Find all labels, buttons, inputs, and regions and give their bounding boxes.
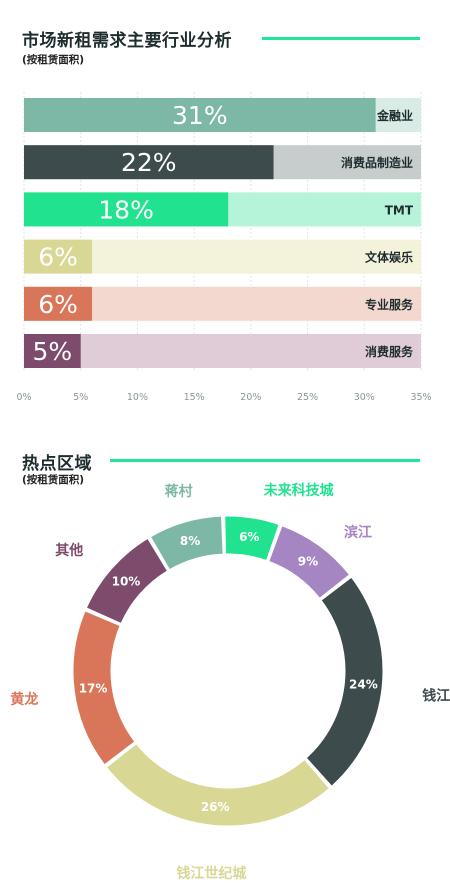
donut-slice [224,515,280,562]
donut-slice [72,610,136,766]
donut-category-label: 黄龙 [10,691,38,708]
donut-category-label: 未来科技城 [264,482,334,499]
bar-category-label: 消费品制造业 [341,155,413,170]
bar-track [24,334,421,368]
bar-category-label: 金融业 [376,108,413,123]
bar-value-label: 31% [172,101,228,130]
x-tick-label: 20% [240,392,261,403]
bar-category-label: 消费服务 [365,344,414,359]
x-tick-label: 10% [127,392,148,403]
donut-chart-title-rule [110,459,420,462]
donut-category-label: 其他 [55,542,83,559]
x-tick-label: 30% [354,392,375,403]
bar-category-label: 文体娱乐 [365,250,413,265]
bar [24,145,274,180]
bar [24,239,93,274]
donut-category-label: 蒋村 [165,483,193,500]
donut-slice [85,537,169,625]
donut-slice [105,742,330,827]
bar-category-label: 专业服务 [365,297,414,312]
donut-chart-subtitle: (按租赁面积) [22,474,85,486]
bar-chart: 31% 金融业 22% 消费品制造业 18% TMT 6% 文体娱乐 6% 专业服务 5% 消费服务 0… [16,92,432,403]
bar-value-label: 18% [98,195,154,224]
x-tick-label: 25% [297,392,318,403]
bar-chart-subtitle: (按租赁面积) [22,54,85,66]
bar [24,192,229,227]
donut-value-label: 9% [298,554,318,568]
donut-value-label: 8% [180,534,200,548]
x-tick-label: 35% [410,392,431,403]
donut-value-label: 10% [112,575,141,589]
bar [24,286,93,321]
donut-chart-title: 热点区域 [22,454,92,474]
bar-value-label: 5% [33,337,73,366]
donut-value-label: 17% [79,682,108,696]
bar-value-label: 6% [38,290,78,319]
donut-slice [268,525,351,600]
x-tick-label: 15% [184,392,205,403]
bar-chart-title-rule [262,37,420,40]
donut-slice [305,576,384,787]
bar-value-label: 22% [121,148,177,177]
bar [24,98,376,132]
donut-slice [149,515,224,571]
donut-category-label: 钱江世纪城 [176,865,246,882]
donut-category-label: 滨江 [344,524,372,541]
donut-value-label: 24% [349,677,378,691]
bar-category-label: TMT [385,203,414,217]
bar-chart-title: 市场新租需求主要行业分析 [22,31,232,51]
x-tick-label: 5% [73,392,88,403]
donut-value-label: 6% [239,530,259,544]
donut-category-label: 钱江新城 [422,688,450,705]
donut-value-label: 26% [201,800,230,814]
x-tick-label: 0% [16,392,31,403]
bar-value-label: 6% [38,243,78,272]
bar [24,334,81,368]
